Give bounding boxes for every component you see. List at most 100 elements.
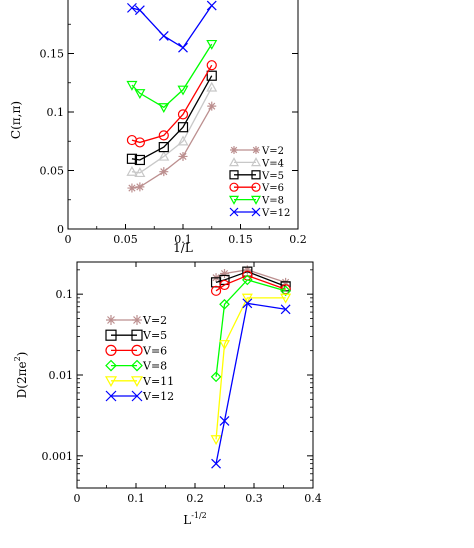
data-point	[126, 80, 138, 91]
data-point	[280, 293, 292, 304]
series-v-8	[210, 274, 291, 383]
plot-frame-bottom	[76, 261, 314, 489]
data-point	[241, 293, 253, 304]
data-point	[178, 42, 188, 53]
data-point	[177, 122, 189, 133]
legend-label: V=6	[261, 183, 284, 194]
y-axis-label-bottom-tail: )	[15, 352, 29, 357]
legend-entry: V=11	[104, 375, 174, 388]
data-point	[219, 298, 230, 310]
x-axis-label-bottom-base: L	[183, 513, 191, 527]
series-v-2	[127, 101, 217, 193]
legend-entry: V=6	[229, 182, 284, 194]
y-axis-label-bottom-base: D(2πe	[15, 361, 29, 398]
data-point	[134, 5, 145, 16]
data-point	[219, 279, 230, 291]
legend-marker	[228, 157, 240, 167]
legend-marker	[229, 182, 239, 192]
legend-label: V=2	[142, 314, 167, 327]
data-point	[206, 81, 218, 92]
series-v-4	[126, 81, 218, 178]
data-point	[135, 182, 145, 192]
x-tick-label: 0.2	[186, 492, 204, 505]
legend-marker	[251, 182, 261, 192]
legend-label: V=5	[261, 171, 284, 182]
legend-marker	[229, 207, 239, 217]
legend-marker	[130, 376, 144, 388]
x-tick-label: 0.3	[245, 492, 263, 505]
data-point	[134, 154, 145, 166]
series-line	[131, 64, 213, 144]
data-point	[242, 265, 252, 275]
legend-marker	[252, 146, 260, 154]
legend-marker	[251, 170, 261, 180]
data-point	[210, 285, 222, 296]
legend-label: V=12	[142, 390, 174, 403]
legend-marker	[106, 315, 116, 325]
legend-marker	[251, 207, 261, 217]
legend-label: V=12	[261, 208, 290, 219]
legend-marker	[131, 359, 143, 372]
data-point	[178, 151, 188, 161]
x-tick-label: 0.1	[127, 492, 145, 505]
x-axis-label-bottom-exponent: -1/2	[191, 511, 207, 520]
x-tick-label: 0.2	[289, 233, 307, 246]
legend-entry: V=4	[228, 157, 284, 169]
y-tick-label: 0.001	[42, 450, 74, 463]
data-point	[127, 183, 137, 193]
legend-entry: V=8	[105, 359, 167, 373]
data-point	[177, 85, 189, 96]
y-tick-label: 0.15	[40, 48, 65, 61]
series-line	[215, 274, 286, 292]
y-tick-label: 0.01	[49, 369, 74, 382]
legend-marker	[228, 195, 240, 205]
x-tick-label: 0.15	[228, 233, 253, 246]
data-point	[280, 285, 291, 297]
data-point	[134, 137, 145, 148]
data-point	[177, 109, 189, 120]
series-v-11	[210, 293, 292, 446]
legend-marker	[105, 390, 117, 402]
legend-label: V=4	[261, 158, 284, 169]
legend-label: V=8	[261, 196, 284, 207]
legend-marker	[104, 376, 118, 388]
data-point	[159, 167, 169, 177]
legend-label: V=6	[142, 344, 167, 357]
legend-entry: V=2	[106, 314, 167, 327]
y-axis-label-bottom: D(2πe2)	[13, 352, 29, 399]
legend-marker	[230, 146, 238, 154]
legend-entry: V=8	[228, 195, 284, 207]
data-point	[158, 31, 169, 41]
legend-label: V=5	[142, 329, 167, 342]
data-point	[134, 167, 146, 178]
y-tick-label: 0.1	[56, 288, 74, 301]
x-tick-label: 0	[65, 233, 72, 246]
series-line	[215, 297, 286, 440]
y-tick-label: 0.2	[47, 0, 65, 2]
data-point	[207, 101, 217, 111]
x-tick-label: 0.4	[304, 492, 322, 505]
y-tick-label: 0	[57, 223, 64, 236]
x-tick-label: 0	[74, 492, 81, 505]
legend-marker	[131, 390, 143, 402]
series-v-6	[126, 60, 217, 148]
series-line	[215, 302, 286, 464]
legend-marker	[105, 359, 117, 372]
y-tick-label: 0.1	[47, 106, 65, 119]
data-point	[134, 89, 146, 100]
series-v-12	[211, 298, 291, 469]
legend-entry: V=2	[230, 146, 284, 157]
legend-entry: V=5	[229, 170, 284, 182]
chart-stiffness: 0 0.1 0.2 0.3 0.4 0.001 0.01 0.1 V=2 V=5 V=6 V=8 V=…	[13, 261, 322, 527]
data-point	[211, 458, 221, 469]
legend-label: V=2	[261, 146, 284, 157]
data-point	[220, 269, 229, 279]
y-axis-label-top: C(π,π)	[9, 101, 23, 139]
legend-entry: V=6	[105, 344, 167, 357]
legend-entry: V=12	[229, 207, 290, 219]
x-axis-label-bottom: L-1/2	[183, 511, 207, 527]
data-point	[206, 60, 217, 71]
data-point	[158, 150, 170, 161]
y-tick-label: 0.05	[40, 165, 65, 178]
